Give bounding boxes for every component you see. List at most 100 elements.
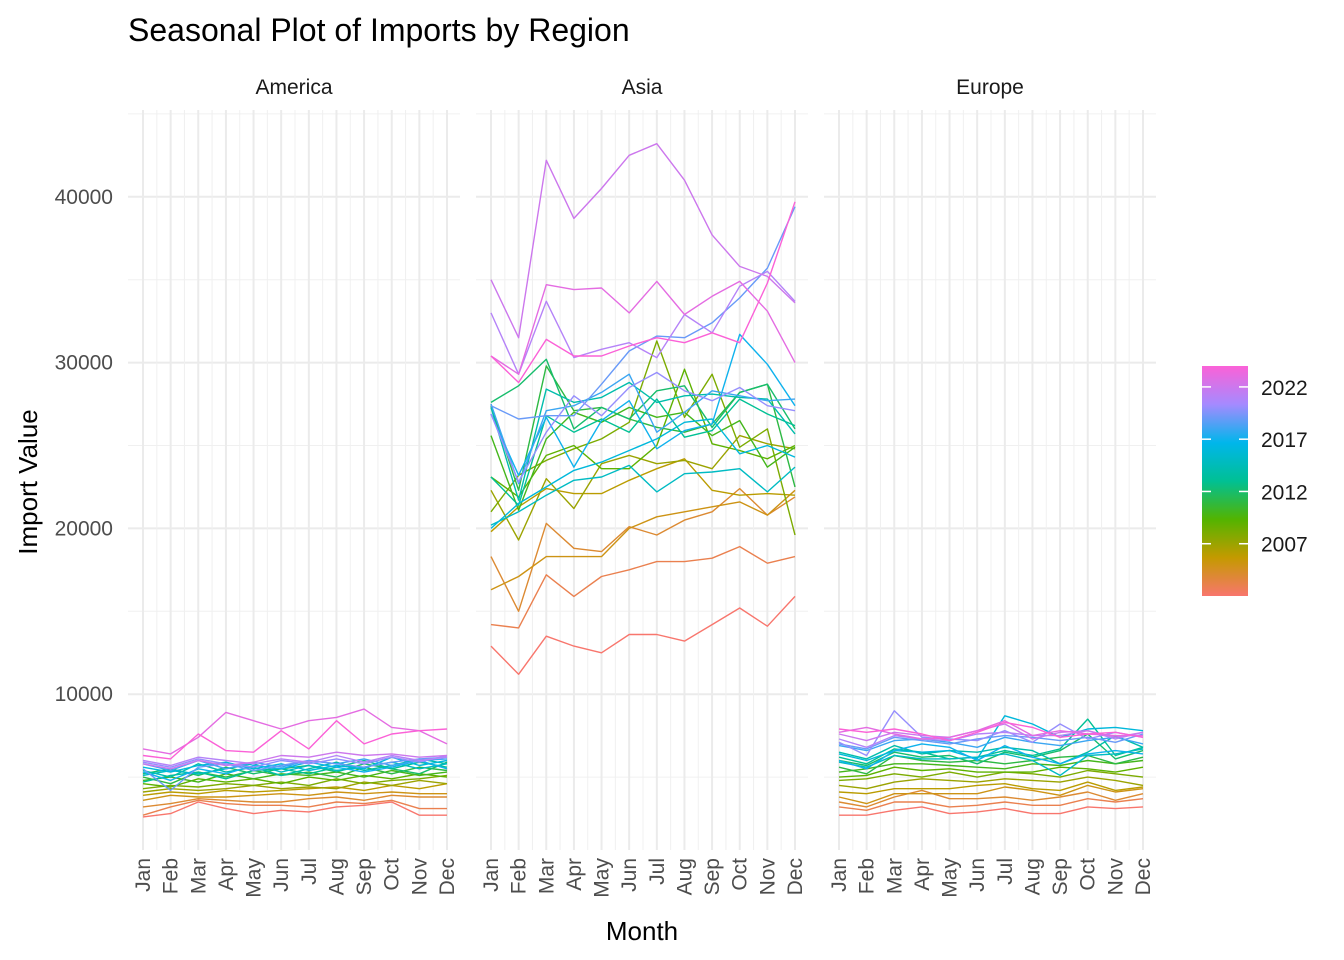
x-tick-label: Jun: [966, 858, 989, 892]
y-tick-label: 40000: [55, 186, 113, 209]
x-tick-label: Apr: [563, 858, 586, 891]
series-line-2019: [490, 206, 796, 420]
series-line-2003: [142, 799, 447, 816]
series-line-2024: [490, 201, 796, 384]
series-line-2005: [142, 791, 447, 801]
x-tick-labels: Jan Feb Mar Apr May Jun Jul Aug Sep Oct Nov Dec: [132, 858, 459, 898]
legend-colorbar: [1202, 366, 1248, 596]
series-line-2015: [838, 748, 1144, 777]
x-tick-label: Jul: [646, 858, 669, 885]
panel-europe: Europe Jan Feb Mar Apr May Jun Jul Aug Sep Oct Nov D…: [824, 76, 1156, 898]
x-tick-label: Aug: [1021, 858, 1044, 895]
x-tick-label: Feb: [508, 858, 531, 894]
x-tick-label: Nov: [756, 858, 779, 896]
x-tick-label: Aug: [673, 858, 696, 895]
series-line-2004: [490, 487, 796, 612]
x-tick-labels: Jan Feb Mar Apr May Jun Jul Aug Sep Oct Nov Dec: [480, 858, 807, 898]
series-line-2010: [142, 769, 448, 783]
series-line-2004: [838, 789, 1144, 808]
series-line-2006: [490, 458, 796, 533]
series-line-2024: [142, 720, 448, 760]
series-line-2020: [838, 710, 1144, 757]
series-line-2020: [490, 371, 796, 483]
x-tick-label: Sep: [701, 858, 724, 895]
series-line-2015: [142, 761, 448, 777]
legend-ticks: 2022 2017 2012 2007: [1202, 377, 1308, 557]
x-tick-label: Mar: [535, 858, 558, 894]
x-tick-label: Feb: [856, 858, 879, 894]
series-line-2002: [490, 595, 796, 675]
x-tick-label: May: [591, 858, 614, 898]
legend-label: 2017: [1261, 429, 1308, 452]
x-tick-label: Dec: [784, 858, 807, 895]
x-tick-label: Sep: [1049, 858, 1072, 895]
x-tick-label: May: [243, 858, 266, 898]
legend-label: 2012: [1261, 481, 1308, 504]
series-line-2018: [838, 736, 1144, 752]
series-line-2011: [838, 754, 1144, 775]
series-line-2008: [838, 769, 1144, 782]
series-line-2005: [838, 784, 1144, 805]
series-line-2002: [839, 806, 1144, 816]
x-tick-label: Feb: [160, 858, 183, 894]
series-line-2010: [838, 759, 1144, 773]
panel-asia: Asia Jan Feb Mar Apr May Jun Jul Aug Sep Oct Nov Dec: [476, 76, 808, 898]
series-line-2002: [142, 801, 447, 818]
x-tick-label: Jun: [270, 858, 293, 892]
series-line-2014: [490, 381, 796, 501]
y-tick-label: 20000: [55, 517, 113, 540]
series-line-2006: [838, 781, 1144, 795]
x-tick-label: Dec: [1132, 858, 1155, 895]
y-axis-title: Import Value: [13, 409, 43, 554]
x-tick-label: Mar: [187, 858, 210, 894]
series-line-2014: [838, 734, 1144, 765]
series-line-2023: [490, 280, 796, 375]
series-line-2022: [490, 142, 796, 339]
series-line-2023: [142, 708, 448, 755]
x-axis-title: Month: [606, 916, 678, 946]
series-line-2010: [490, 406, 796, 511]
x-tick-label: Nov: [408, 858, 431, 896]
panel-america: America Jan Feb Mar Apr May Jun Jul Aug Sep Oct Nov…: [128, 76, 460, 898]
x-tick-label: Jan: [132, 858, 155, 892]
x-tick-label: Oct: [1077, 858, 1100, 891]
x-tick-label: Apr: [911, 858, 934, 891]
series-line-2019: [142, 756, 448, 792]
x-tick-label: Oct: [381, 858, 404, 891]
series-line-2007: [838, 776, 1144, 790]
series-line-2009: [142, 773, 448, 788]
x-tick-label: Jan: [480, 858, 503, 892]
series-line-2016: [490, 418, 796, 529]
series-line-2017: [490, 333, 796, 476]
series-line-2021: [490, 270, 796, 375]
series-line-2004: [142, 794, 447, 808]
series-line-2021: [142, 754, 448, 767]
series-line-2006: [142, 783, 448, 796]
series-line-2009: [838, 766, 1144, 778]
x-tick-label: Apr: [215, 858, 238, 891]
strip-label: America: [255, 76, 332, 99]
y-tick-label: 10000: [55, 683, 113, 706]
x-tick-label: Nov: [1104, 858, 1127, 896]
series-line-2020: [142, 754, 448, 768]
panel-grid: [824, 110, 1156, 850]
y-tick-label: 30000: [55, 352, 113, 375]
y-axis-ticks: 10000 20000 30000 40000: [55, 186, 113, 706]
series-lines: [490, 142, 796, 675]
x-tick-label: Mar: [883, 858, 906, 894]
series-line-2008: [142, 774, 448, 790]
strip-label: Asia: [622, 76, 663, 99]
series-line-2024: [838, 721, 1144, 742]
x-tick-label: Jul: [298, 858, 321, 885]
chart-title: Seasonal Plot of Imports by Region: [128, 12, 630, 48]
series-line-2013: [838, 718, 1144, 765]
x-tick-label: Dec: [436, 858, 459, 895]
series-line-2005: [490, 489, 796, 591]
series-line-2015: [490, 464, 796, 526]
year-color-legend: 2022 2017 2012 2007: [1202, 366, 1308, 596]
x-tick-label: Jan: [828, 858, 851, 892]
series-line-2007: [142, 779, 448, 793]
x-tick-label: May: [939, 858, 962, 898]
